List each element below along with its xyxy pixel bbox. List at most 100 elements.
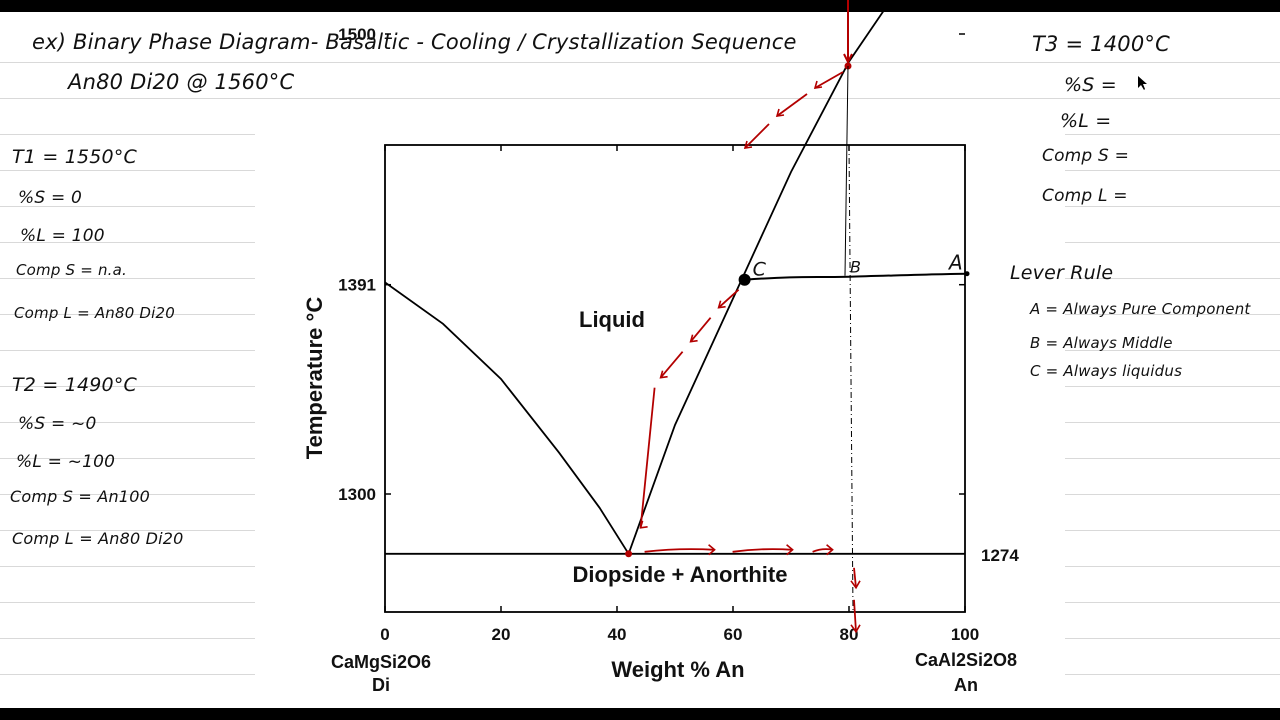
ruled-line xyxy=(1065,314,1280,315)
liquidus-path-arrow xyxy=(639,387,656,528)
point-c-label: C xyxy=(753,259,767,281)
ruled-line xyxy=(0,674,255,675)
x-tick-label: 60 xyxy=(724,625,743,644)
left-end-member-abbr: Di xyxy=(372,675,390,695)
ruled-line xyxy=(1065,458,1280,459)
ruled-line xyxy=(1065,386,1280,387)
ruled-line xyxy=(1065,350,1280,351)
cooling-arrowhead xyxy=(843,53,853,65)
ruled-line xyxy=(1065,674,1280,675)
right-end-member-abbr: An xyxy=(954,675,978,695)
ruled-line xyxy=(1065,242,1280,243)
solidus-path-arrow xyxy=(812,548,833,553)
t3-pct-liquid: %L = xyxy=(1060,110,1112,132)
y-axis-title: Temperature °C xyxy=(302,297,327,460)
ruled-line xyxy=(0,62,1280,63)
point-a-dot xyxy=(964,271,970,277)
left-end-member-formula: CaMgSi2O6 xyxy=(331,652,431,672)
eutectic-point xyxy=(625,550,633,558)
tie-line xyxy=(744,272,969,281)
header-line-1: ex) Binary Phase Diagram- Basaltic - Coo… xyxy=(32,30,797,54)
ruled-line xyxy=(1065,638,1280,639)
ruled-line xyxy=(0,170,255,171)
phase-boundaries xyxy=(384,0,965,555)
ruled-line xyxy=(1065,602,1280,603)
t1-pct-solid: %S = 0 xyxy=(18,188,83,208)
t3-pct-solid: %S = xyxy=(1064,74,1117,96)
liquidus-path-arrow xyxy=(659,351,684,379)
solid-cooling-arrowhead xyxy=(850,624,861,634)
point-c-dot xyxy=(738,273,751,286)
point-a-label: A xyxy=(947,251,963,275)
t3-comp-solid: Comp S = xyxy=(1042,146,1130,166)
right-temperature-labels: 15531274 xyxy=(981,546,1019,565)
cooling-path-annotations: T1CBA xyxy=(625,0,1147,634)
ruled-line xyxy=(1065,530,1280,531)
header-line-2: An80 Di20 @ 1560°C xyxy=(68,70,295,94)
ruled-line xyxy=(0,494,255,495)
solid-cooling-arrowhead xyxy=(850,580,861,590)
solidus-path-arrow xyxy=(644,548,715,553)
x-tick-label: 40 xyxy=(608,625,627,644)
x-tick-label: 0 xyxy=(380,625,389,644)
y-tick-labels: 1300 1391 1500 xyxy=(338,25,376,504)
solidus-path-arrowhead xyxy=(786,544,794,556)
liquidus-path-arrowhead xyxy=(689,334,698,343)
y-tick-label: 1300 xyxy=(338,485,376,504)
t2-pct-liquid: %L = ~100 xyxy=(16,452,116,472)
ruled-line xyxy=(1065,422,1280,423)
point-b-label: B xyxy=(850,258,861,277)
y-tick-label: 1500 xyxy=(338,25,376,44)
lever-rule-a: A = Always Pure Component xyxy=(1030,300,1251,318)
ruled-line xyxy=(0,350,255,351)
t1-comp-liquid: Comp L = An80 Di20 xyxy=(14,304,176,322)
liquidus-path-arrowhead xyxy=(717,300,726,309)
solid-cooling-arrow xyxy=(853,567,857,588)
x-tick-label: 20 xyxy=(492,625,511,644)
axis-ticks xyxy=(384,33,966,612)
ruled-line xyxy=(0,134,255,135)
t2-comp-liquid: Comp L = An80 Di20 xyxy=(12,529,184,548)
liquidus-path-arrow xyxy=(717,289,740,309)
plot-frame xyxy=(384,144,966,613)
t3-comp-liquid: Comp L = xyxy=(1042,186,1128,206)
ruled-line xyxy=(1065,278,1280,279)
lever-rule-c: C = Always liquidus xyxy=(1030,362,1183,380)
t3-title: T3 = 1400°C xyxy=(1032,32,1170,56)
video-top-bar xyxy=(0,0,1280,12)
lever-rule-title: Lever Rule xyxy=(1010,262,1114,284)
solidus-path-arrowhead xyxy=(708,544,716,556)
liquidus-path-arrowhead xyxy=(813,80,823,89)
right-temperature-label: 1274 xyxy=(981,546,1019,565)
t1-pct-liquid: %L = 100 xyxy=(20,226,105,246)
ruled-line xyxy=(0,278,255,279)
ruled-line xyxy=(0,602,255,603)
liquidus-path-arrow xyxy=(744,123,770,149)
ruled-line xyxy=(0,386,255,387)
t2-title: T2 = 1490°C xyxy=(12,374,138,396)
field-label-liquid: Liquid xyxy=(579,307,645,332)
solidus-path-arrowhead xyxy=(826,544,834,556)
liquidus-path-arrowhead xyxy=(639,520,648,529)
t2-comp-solid: Comp S = An100 xyxy=(10,487,150,506)
field-label-solid: Diopside + Anorthite xyxy=(573,562,788,587)
x-tick-label: 100 xyxy=(951,625,979,644)
notebook-page xyxy=(0,12,1280,708)
ruled-line xyxy=(0,98,1280,99)
t1-title: T1 = 1550°C xyxy=(12,146,138,168)
ruled-line xyxy=(0,206,255,207)
liquidus-path-arrowhead xyxy=(775,108,785,117)
x-axis-title: Weight % An xyxy=(611,657,744,682)
ruled-line xyxy=(0,422,255,423)
liquidus-path-arrow xyxy=(814,71,844,89)
solidus-path-arrow xyxy=(732,548,793,553)
ruled-line xyxy=(1065,566,1280,567)
liquid-path-line xyxy=(844,65,849,276)
solid-cooling-arrow xyxy=(853,599,857,632)
t1-comp-solid: Comp S = n.a. xyxy=(16,261,128,279)
video-bottom-bar xyxy=(0,708,1280,720)
bulk-composition-isopleth xyxy=(848,144,854,613)
y-tick-label: 1391 xyxy=(338,276,376,295)
ruled-line xyxy=(1065,134,1280,135)
